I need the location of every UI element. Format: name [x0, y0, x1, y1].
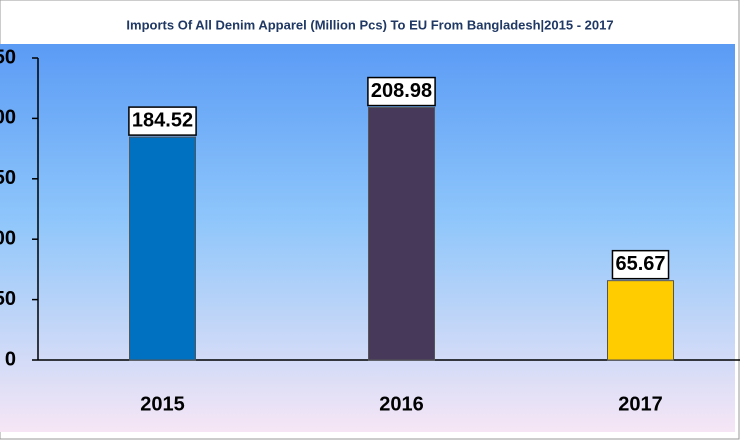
value-label-box [367, 76, 436, 107]
y-tick-label: 100 [0, 227, 16, 249]
value-label-box [611, 249, 670, 280]
bar [607, 280, 674, 361]
bar [129, 136, 196, 361]
y-tick-label: 50 [0, 288, 16, 310]
chart-title: Imports Of All Denim Apparel (Million Pc… [126, 17, 613, 32]
value-label: 184.52 [132, 109, 193, 131]
value-label: 65.67 [615, 253, 665, 275]
y-tick-label: 150 [0, 167, 16, 189]
y-tick-label: 200 [0, 107, 16, 129]
x-tick-label: 2016 [379, 393, 424, 415]
y-tick-label: 250 [0, 46, 16, 68]
value-label-box [128, 106, 197, 136]
x-tick-label: 2017 [618, 393, 663, 415]
bar [368, 107, 435, 361]
x-tick-label: 2015 [140, 393, 185, 415]
plot-background [0, 44, 735, 432]
value-label: 208.98 [371, 80, 432, 102]
y-tick-label: 0 [5, 348, 16, 370]
